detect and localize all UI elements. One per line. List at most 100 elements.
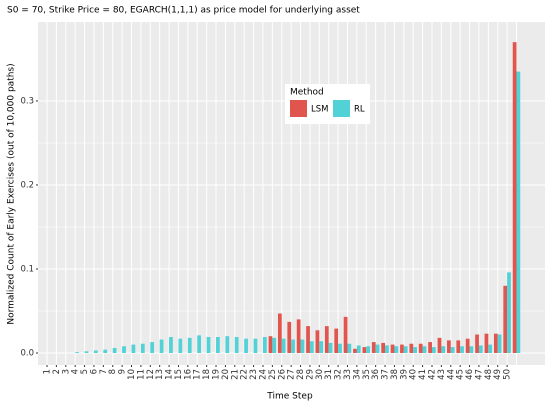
x-tick-label: 32 <box>334 369 344 380</box>
bar <box>431 347 436 353</box>
bar <box>353 348 357 353</box>
bar <box>497 334 502 353</box>
x-tick-label: 24 <box>258 369 268 380</box>
bar <box>319 341 324 353</box>
x-tick-label: 46 <box>465 369 475 380</box>
bar <box>225 336 230 353</box>
bar <box>507 272 511 353</box>
bar <box>447 340 451 353</box>
x-tick-label: 13 <box>155 369 165 380</box>
bar <box>75 352 79 353</box>
x-tick-label: 16 <box>183 369 193 380</box>
bar <box>178 338 183 353</box>
x-tick-label: 29 <box>305 369 315 380</box>
y-tick-label: 0.1 <box>20 264 34 274</box>
bar <box>409 343 414 353</box>
bar <box>272 337 277 353</box>
x-tick-label: 8 <box>108 369 118 374</box>
bar <box>306 326 310 353</box>
bar <box>413 347 417 353</box>
bar <box>197 335 201 353</box>
bar <box>356 345 361 353</box>
y-tick-label: 0.3 <box>20 96 34 106</box>
bar <box>343 316 348 353</box>
bar <box>122 346 126 353</box>
x-tick-label: 39 <box>399 369 409 380</box>
bar <box>140 343 145 353</box>
bar <box>244 338 248 353</box>
x-tick-label: 11 <box>136 369 146 380</box>
bar <box>253 338 258 353</box>
x-tick-label: 17 <box>193 369 203 380</box>
x-tick-label: 31 <box>324 369 334 380</box>
bars <box>75 42 521 353</box>
y-axis-label: Normalized Count of Early Exercises (out… <box>7 63 17 324</box>
x-tick-label: 30 <box>315 369 325 380</box>
bar <box>309 341 314 353</box>
bar <box>268 336 273 353</box>
bar <box>469 346 474 353</box>
x-tick-label: 38 <box>390 369 400 380</box>
y-tick-label: 0.2 <box>20 180 34 190</box>
x-tick-label: 20 <box>221 369 231 380</box>
bar <box>300 339 305 353</box>
bar <box>187 337 192 353</box>
x-tick-label: 12 <box>146 369 156 380</box>
bar <box>493 333 498 353</box>
bar <box>366 346 371 353</box>
legend-swatch <box>333 100 350 117</box>
bar <box>460 346 464 353</box>
bar <box>390 344 395 353</box>
bar <box>418 343 423 353</box>
bar <box>428 342 432 353</box>
bar <box>512 42 517 353</box>
x-tick-label: 7 <box>99 369 109 374</box>
bar <box>478 345 483 353</box>
bar <box>296 319 301 353</box>
x-tick-label: 1 <box>43 369 53 374</box>
bar <box>291 339 295 353</box>
x-tick-label: 47 <box>474 369 484 380</box>
x-tick-label: 27 <box>287 369 297 380</box>
bar <box>277 313 282 353</box>
x-tick-label: 6 <box>89 369 99 374</box>
x-tick-label: 35 <box>362 369 372 380</box>
bar <box>324 326 329 353</box>
x-tick-label: 4 <box>71 369 81 374</box>
bar <box>422 346 427 353</box>
bar <box>334 328 339 353</box>
y-tick-label: 0.0 <box>20 348 34 358</box>
x-tick-label: 25 <box>268 369 278 380</box>
bar <box>516 71 521 353</box>
bar <box>403 346 408 353</box>
x-tick-label: 10 <box>127 369 137 380</box>
x-tick-label: 22 <box>240 369 250 380</box>
legend-label: RL <box>354 105 365 115</box>
x-tick-label: 21 <box>230 369 240 380</box>
x-tick-label: 37 <box>381 369 391 380</box>
bar <box>475 334 479 353</box>
x-tick-label: 2 <box>52 369 62 374</box>
x-tick-label: 50 <box>503 369 513 380</box>
bar <box>347 343 352 353</box>
legend-title: Method <box>290 88 324 98</box>
x-tick-label: 19 <box>212 369 222 380</box>
bar <box>131 344 136 353</box>
x-tick-label: 33 <box>343 369 353 380</box>
x-tick-label: 45 <box>456 369 466 380</box>
bar <box>84 351 89 353</box>
bar <box>400 344 404 353</box>
bar <box>465 338 470 353</box>
legend-label: LSM <box>311 105 328 115</box>
bar <box>328 342 333 353</box>
bar <box>362 347 367 353</box>
x-tick-label: 34 <box>352 369 362 380</box>
x-tick-label: 42 <box>427 369 437 380</box>
x-tick-label: 23 <box>249 369 259 380</box>
bar <box>437 337 442 353</box>
bar <box>385 345 389 353</box>
x-tick-label: 28 <box>296 369 306 380</box>
x-tick-label: 3 <box>61 369 71 374</box>
bar <box>169 337 173 353</box>
